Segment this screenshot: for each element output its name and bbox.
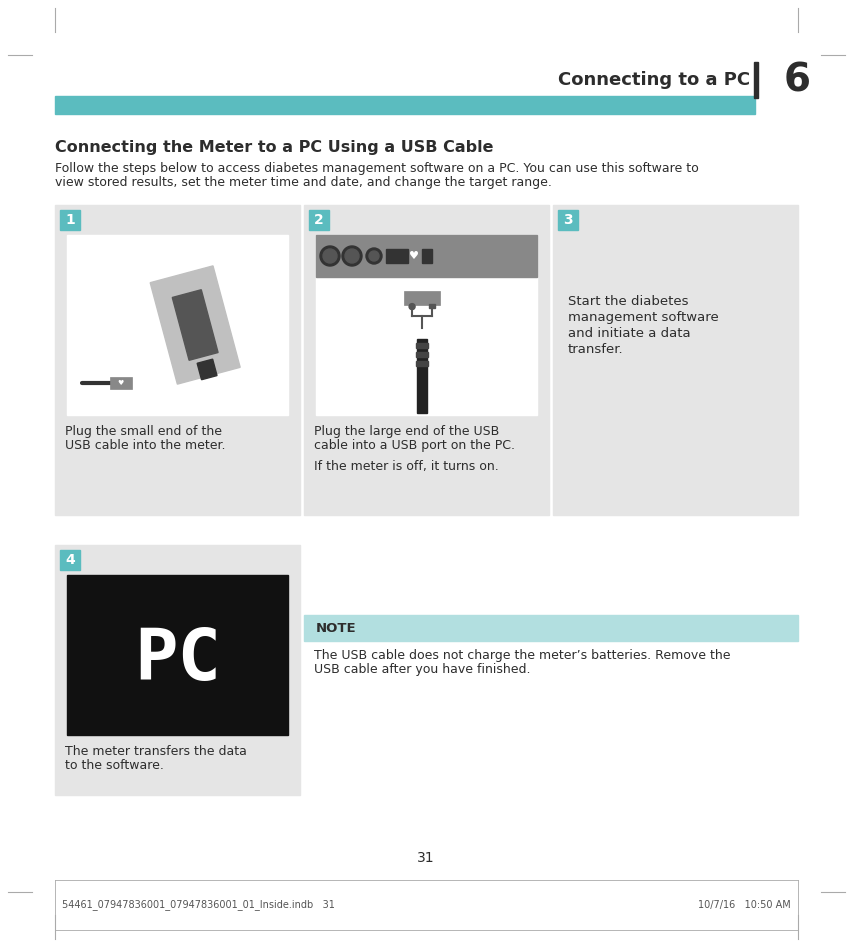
- Text: USB cable after you have finished.: USB cable after you have finished.: [314, 663, 530, 676]
- Bar: [386, 249, 407, 263]
- Text: 3: 3: [562, 213, 573, 227]
- Text: USB cable into the meter.: USB cable into the meter.: [65, 439, 225, 452]
- Text: 1: 1: [65, 213, 75, 227]
- Circle shape: [409, 304, 415, 310]
- Bar: [417, 339, 427, 413]
- Text: 6: 6: [783, 61, 809, 99]
- Text: to the software.: to the software.: [65, 759, 164, 772]
- Bar: [303, 615, 797, 705]
- Bar: [315, 235, 537, 277]
- Circle shape: [320, 246, 340, 266]
- Bar: [67, 575, 288, 735]
- Bar: [110, 377, 132, 388]
- Text: Follow the steps below to access diabetes management software on a PC. You can u: Follow the steps below to access diabete…: [55, 162, 698, 175]
- Text: If the meter is off, it turns on.: If the meter is off, it turns on.: [314, 460, 498, 473]
- Circle shape: [323, 249, 337, 263]
- Bar: [422, 249, 431, 263]
- Bar: [67, 235, 288, 415]
- Bar: [557, 210, 578, 230]
- Text: The USB cable does not charge the meter’s batteries. Remove the: The USB cable does not charge the meter’…: [314, 649, 729, 662]
- Bar: [404, 291, 440, 305]
- Bar: [60, 210, 80, 230]
- Text: Plug the small end of the: Plug the small end of the: [65, 425, 222, 438]
- Bar: [753, 62, 757, 98]
- Bar: [55, 545, 300, 795]
- Text: view stored results, set the meter time and date, and change the target range.: view stored results, set the meter time …: [55, 176, 551, 189]
- Bar: [400, 287, 444, 339]
- Text: management software: management software: [567, 311, 718, 324]
- Text: 10/7/16   10:50 AM: 10/7/16 10:50 AM: [698, 900, 790, 910]
- Text: and initiate a data: and initiate a data: [567, 327, 690, 340]
- Bar: [416, 361, 428, 366]
- Text: 31: 31: [417, 851, 435, 865]
- Text: transfer.: transfer.: [567, 343, 623, 356]
- Circle shape: [342, 246, 361, 266]
- Text: Connecting the Meter to a PC Using a USB Cable: Connecting the Meter to a PC Using a USB…: [55, 140, 493, 155]
- Bar: [429, 304, 435, 308]
- Bar: [308, 210, 329, 230]
- Text: Connecting to a PC: Connecting to a PC: [557, 71, 749, 89]
- Bar: [303, 205, 549, 515]
- Text: The meter transfers the data: The meter transfers the data: [65, 745, 246, 758]
- Text: Start the diabetes: Start the diabetes: [567, 295, 688, 308]
- Bar: [303, 615, 797, 641]
- Text: cable into a USB port on the PC.: cable into a USB port on the PC.: [314, 439, 515, 452]
- Bar: [416, 352, 428, 357]
- Polygon shape: [172, 290, 218, 360]
- Circle shape: [366, 248, 382, 264]
- Bar: [55, 96, 754, 114]
- Text: Plug the large end of the USB: Plug the large end of the USB: [314, 425, 498, 438]
- Text: ♥: ♥: [118, 380, 124, 385]
- Bar: [315, 235, 537, 415]
- Text: NOTE: NOTE: [315, 621, 356, 634]
- Bar: [552, 205, 797, 515]
- Bar: [55, 205, 300, 515]
- Text: PC: PC: [134, 626, 221, 694]
- Bar: [416, 343, 428, 348]
- Text: ♥: ♥: [408, 251, 418, 261]
- Text: 4: 4: [65, 553, 75, 567]
- Polygon shape: [197, 359, 216, 380]
- Polygon shape: [150, 266, 240, 384]
- Circle shape: [344, 249, 359, 263]
- Text: 2: 2: [314, 213, 324, 227]
- Text: 54461_07947836001_07947836001_01_Inside.indb   31: 54461_07947836001_07947836001_01_Inside.…: [62, 900, 335, 910]
- Circle shape: [369, 251, 378, 261]
- Bar: [60, 550, 80, 570]
